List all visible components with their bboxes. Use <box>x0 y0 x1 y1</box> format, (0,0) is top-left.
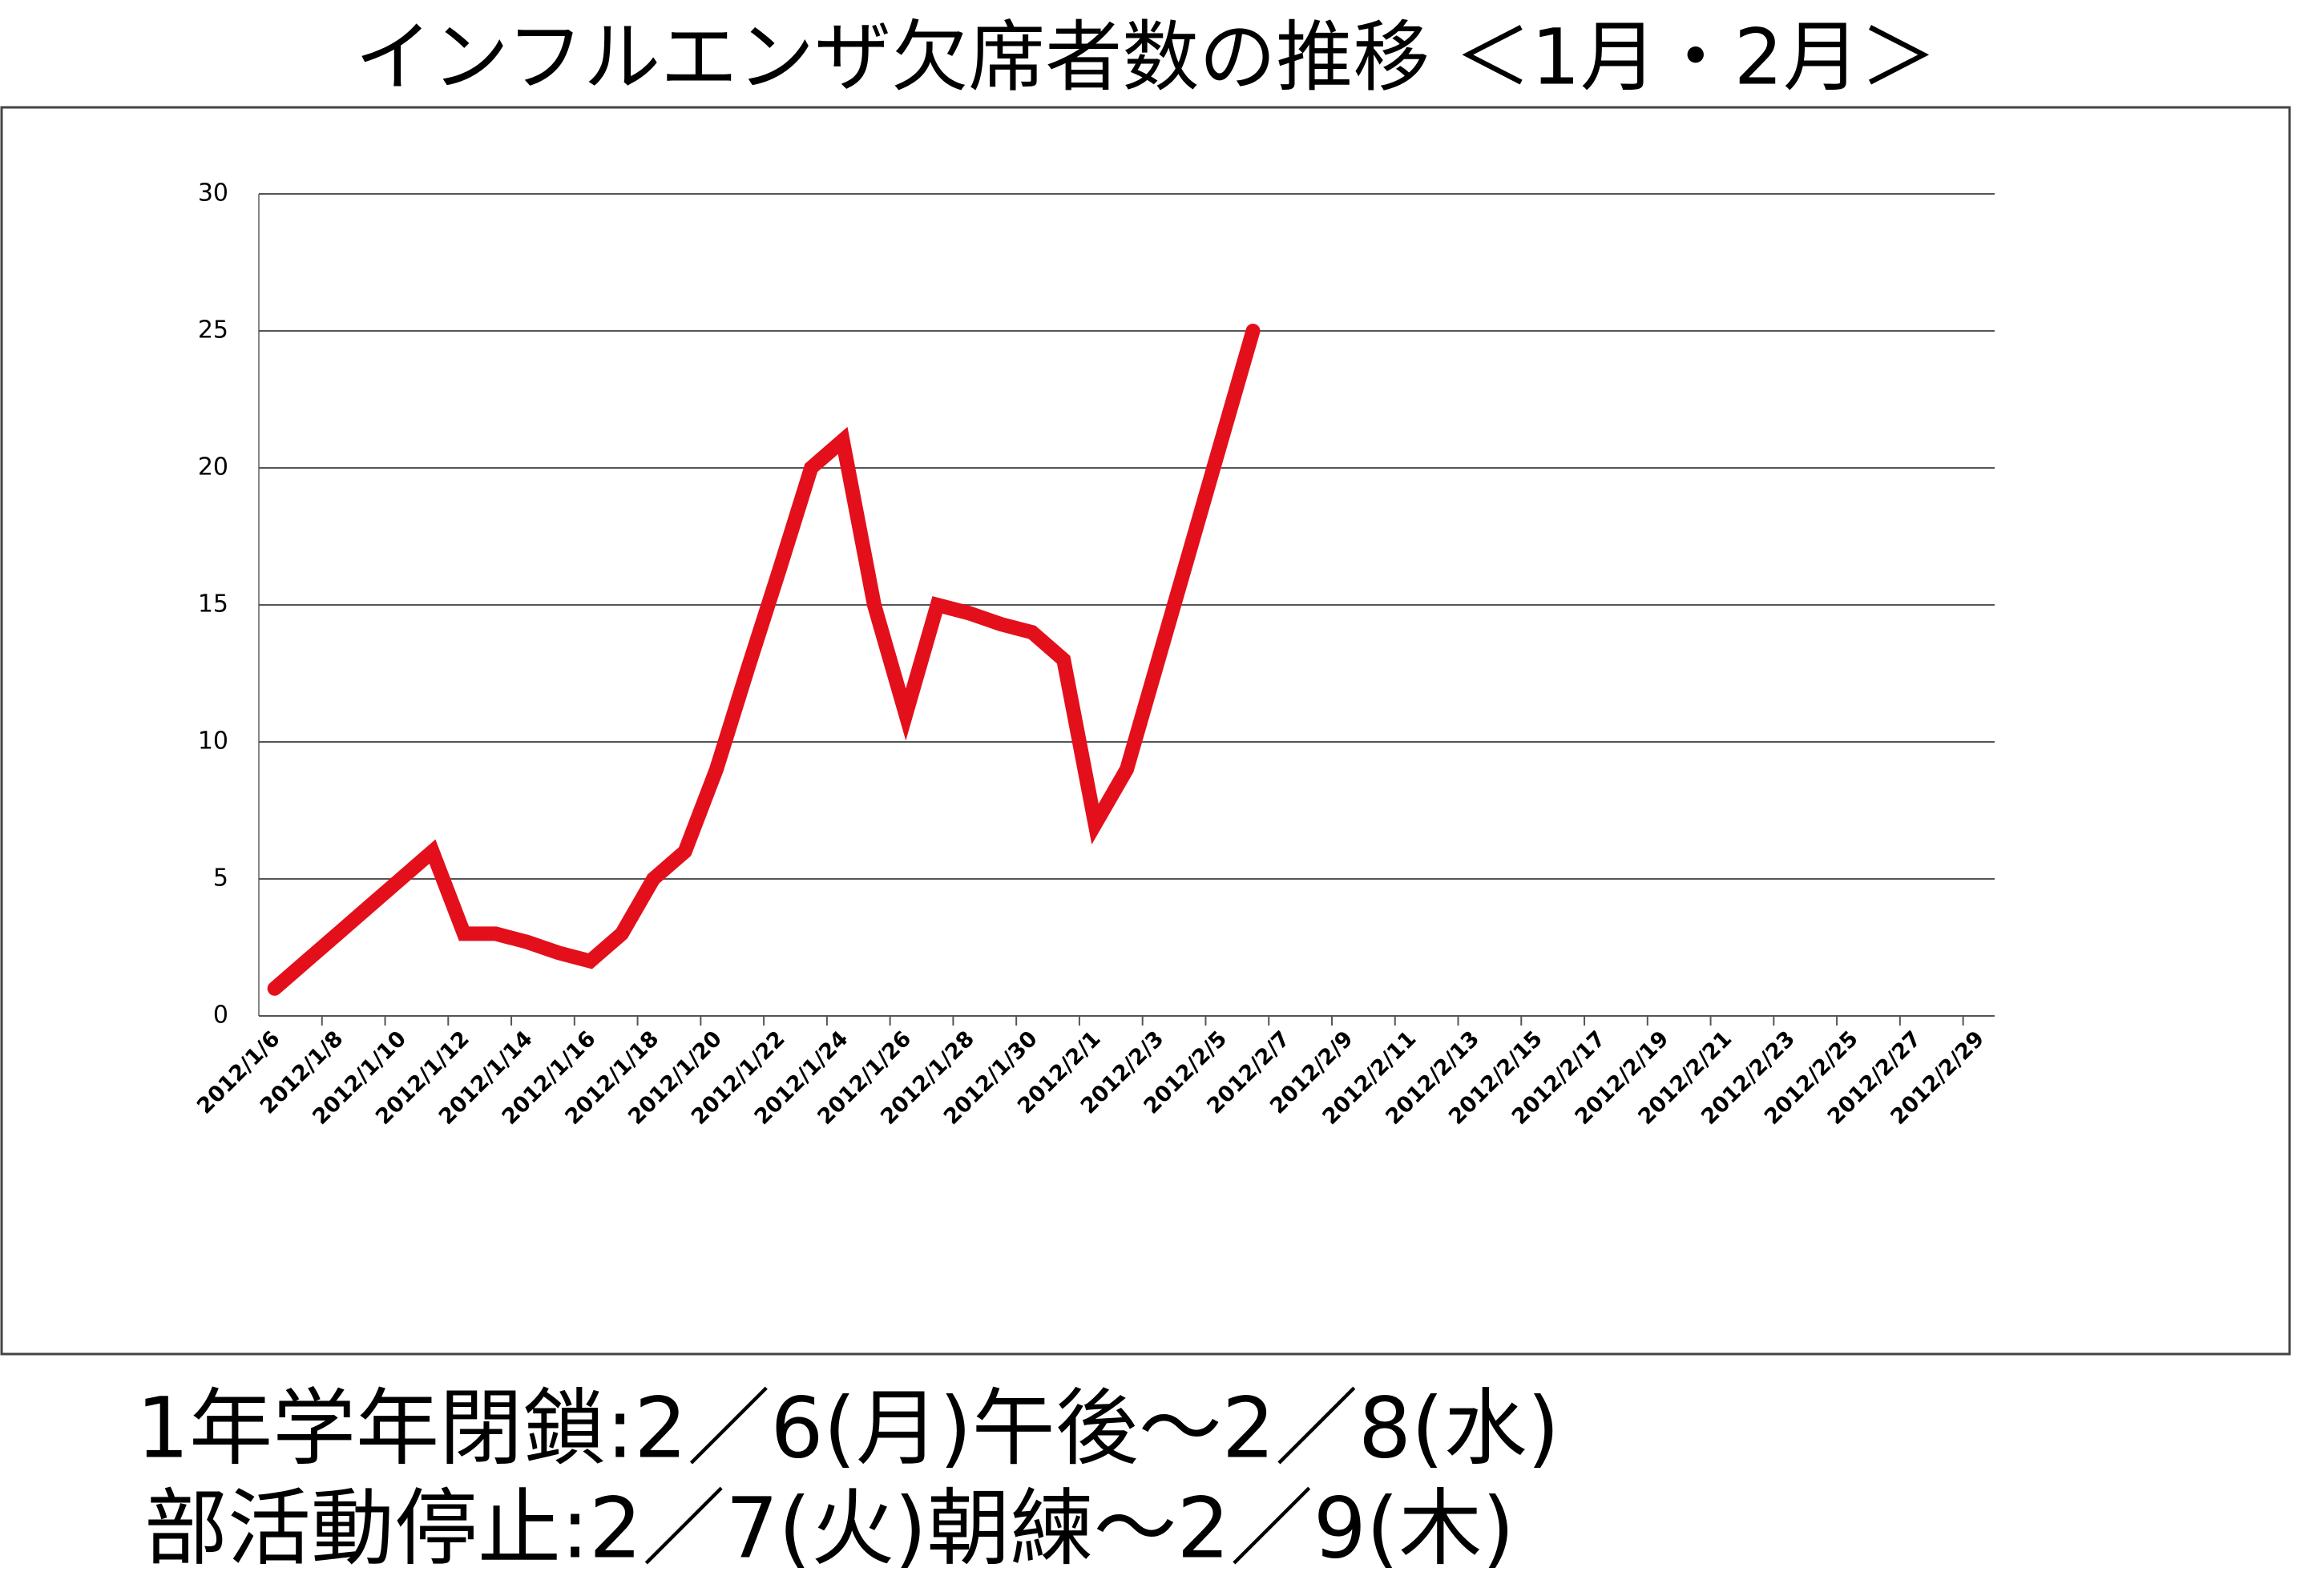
y-tick-label: 15 <box>198 590 228 619</box>
annotation: 部活動停止:2／7(火)朝練～2／9(木) <box>144 1479 1515 1577</box>
chart-frame <box>0 106 2291 1356</box>
chart-title: インフルエンザ欠席者数の推移 ＜1月・2月＞ <box>355 12 1937 102</box>
y-tick-label: 5 <box>213 864 228 893</box>
y-tick-label: 10 <box>198 727 228 756</box>
y-tick-label: 30 <box>198 179 228 208</box>
y-tick-label: 20 <box>198 453 228 482</box>
y-tick-label: 0 <box>213 1002 228 1030</box>
y-tick-label: 25 <box>198 316 228 345</box>
annotation: 1年学年閉鎖:2／6(月)午後～2／8(水) <box>136 1379 1560 1477</box>
data-line <box>267 324 1261 996</box>
